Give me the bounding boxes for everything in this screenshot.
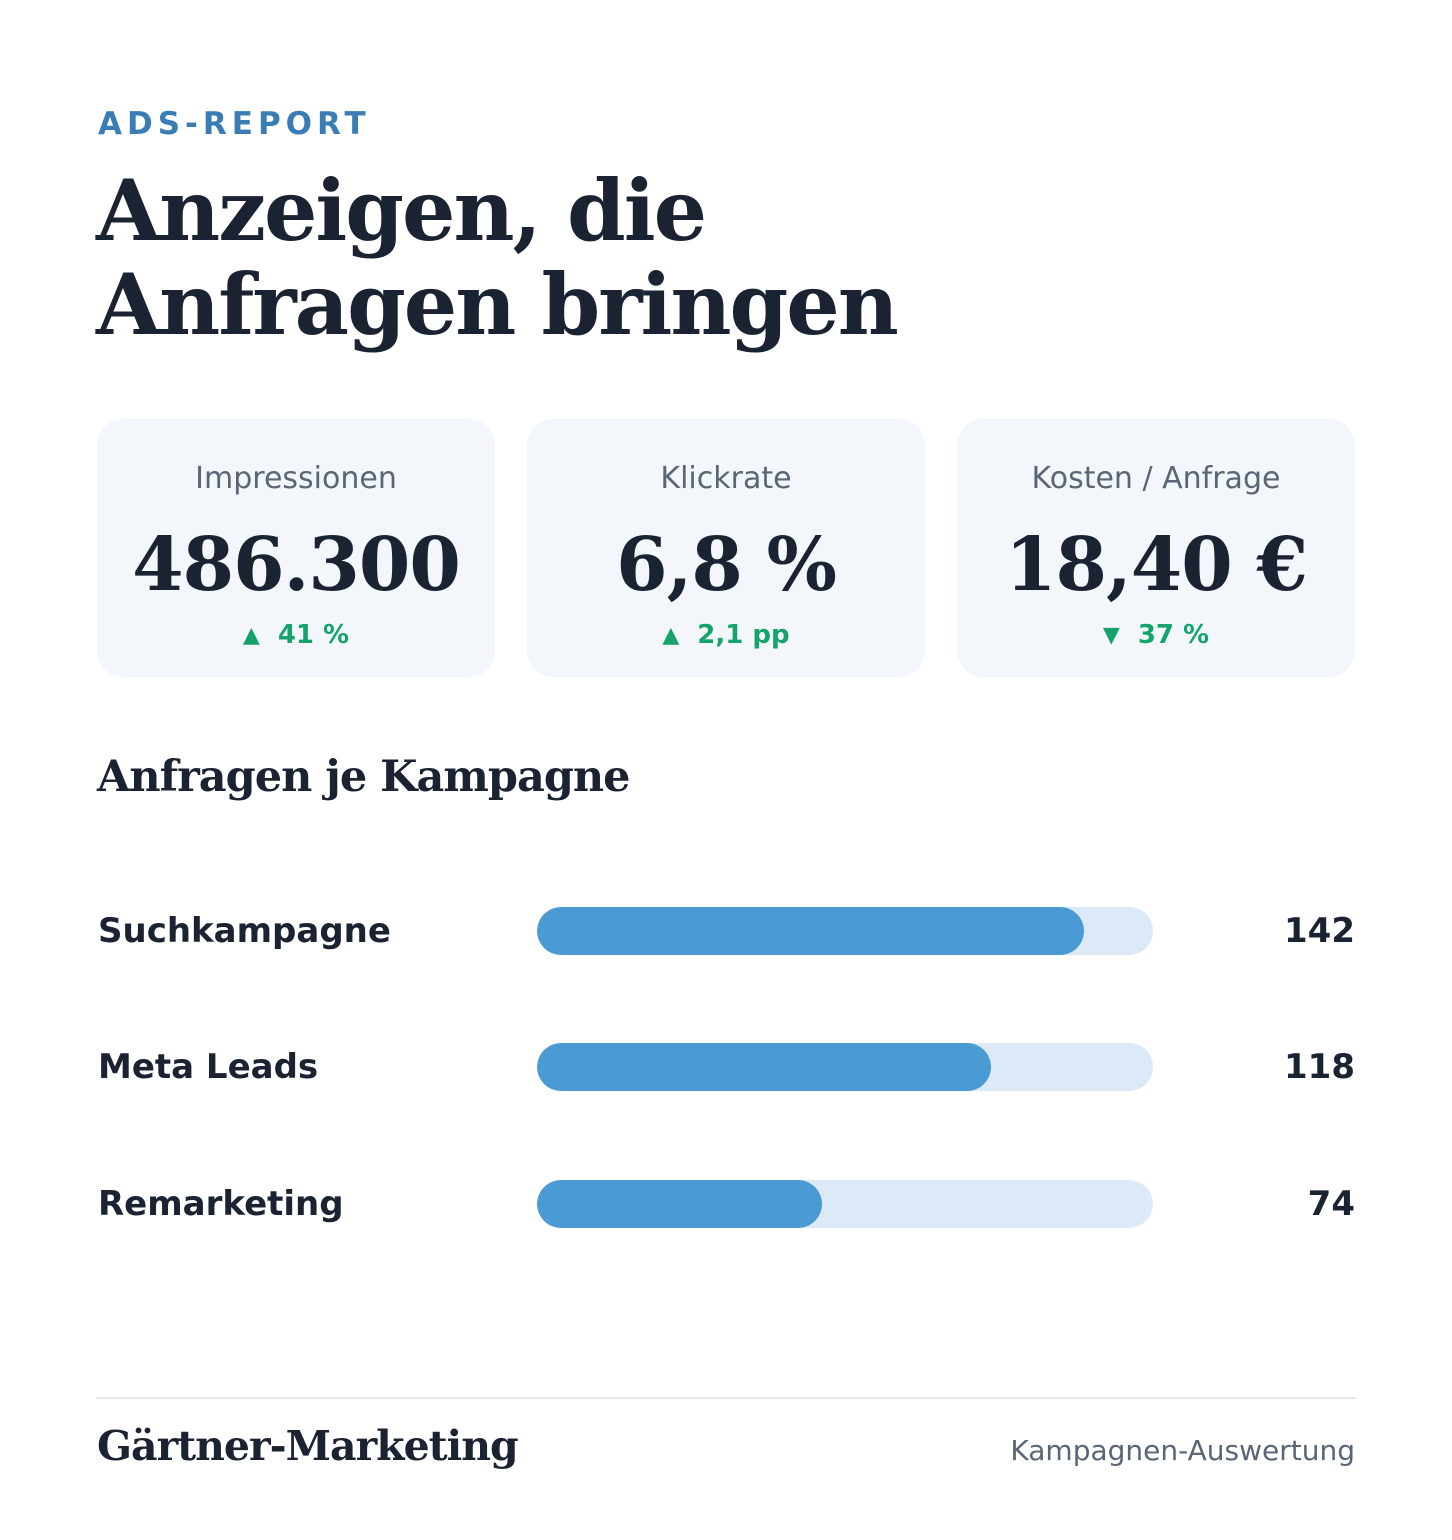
arrow-up-icon: ▲ <box>242 622 260 648</box>
kpi-label: Kosten / Anfrage <box>1031 461 1281 496</box>
kpi-label: Klickrate <box>660 461 792 496</box>
kpi-value: 486.300 <box>132 522 461 608</box>
footer-divider <box>96 1397 1356 1399</box>
brand-name: Gärtner-Marketing <box>97 1422 519 1470</box>
bar <box>537 1180 822 1228</box>
bar-label: Remarketing <box>98 1184 344 1224</box>
bar <box>537 1043 991 1091</box>
kpi-card-cost-per-lead: Kosten / Anfrage 18,40 € ▼ 37 % <box>957 419 1355 677</box>
arrow-down-icon: ▼ <box>1102 622 1120 648</box>
bar <box>537 907 1084 955</box>
kpi-delta: ▲ 2,1 pp <box>527 617 925 653</box>
bar-label: Suchkampagne <box>98 911 391 951</box>
kpi-card-impressions: Impressionen 486.300 ▲ 41 % <box>97 419 495 677</box>
page-title-line-2: Anfragen bringen <box>96 255 899 354</box>
kpi-delta-value: 37 % <box>1137 620 1210 650</box>
bar-value-label: 142 <box>1284 911 1355 951</box>
footer-note: Kampagnen-Auswertung <box>1010 1434 1355 1467</box>
kpi-delta-value: 41 % <box>277 620 350 650</box>
kpi-delta: ▼ 37 % <box>957 617 1355 653</box>
kpi-value: 6,8 % <box>616 522 837 608</box>
bar-track <box>537 907 1153 955</box>
page-title: Anzeigen, die Anfragen bringen <box>96 164 1096 352</box>
bar-track <box>537 1043 1153 1091</box>
kpi-label: Impressionen <box>195 461 397 496</box>
kpi-card-click-rate: Klickrate 6,8 % ▲ 2,1 pp <box>527 419 925 677</box>
kpi-delta-value: 2,1 pp <box>697 620 790 650</box>
page-title-line-1: Anzeigen, die <box>96 161 707 260</box>
bar-label: Meta Leads <box>98 1047 319 1087</box>
bar-value-label: 74 <box>1307 1184 1355 1224</box>
kpi-delta: ▲ 41 % <box>97 617 495 653</box>
bar-track <box>537 1180 1153 1228</box>
arrow-up-icon: ▲ <box>662 622 680 648</box>
report-eyebrow: ADS-REPORT <box>98 106 371 142</box>
chart-title: Anfragen je Kampagne <box>97 752 631 802</box>
bar-value-label: 118 <box>1284 1047 1355 1087</box>
kpi-value: 18,40 € <box>1005 522 1308 608</box>
